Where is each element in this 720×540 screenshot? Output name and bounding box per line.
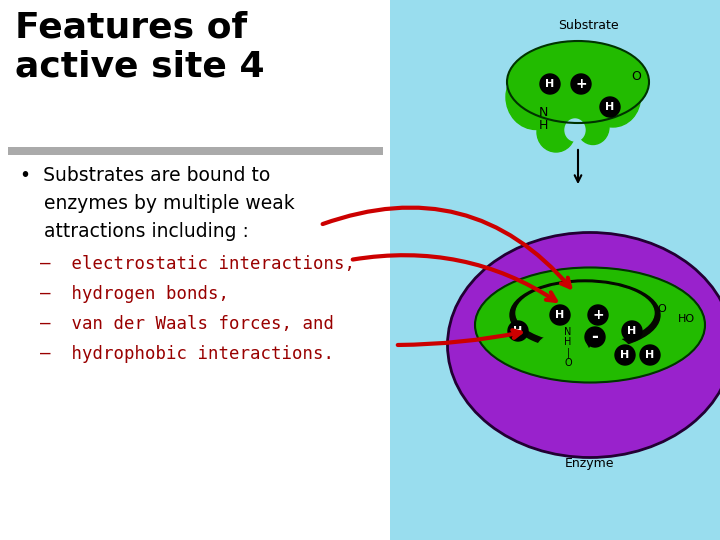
Text: –  hydrogen bonds,: – hydrogen bonds, [40, 285, 229, 303]
Text: -: - [592, 328, 598, 346]
Circle shape [540, 74, 560, 94]
Text: –  electrostatic interactions,: – electrostatic interactions, [40, 255, 355, 273]
Text: H: H [627, 326, 636, 336]
Text: H: H [645, 350, 654, 360]
Text: O: O [657, 304, 667, 314]
Text: H: H [513, 326, 523, 336]
Ellipse shape [565, 119, 585, 141]
Text: H: H [555, 310, 564, 320]
Ellipse shape [534, 333, 590, 377]
Text: –  hydrophobic interactions.: – hydrophobic interactions. [40, 345, 334, 363]
Text: H: H [545, 79, 554, 89]
Text: •  Substrates are bound to
    enzymes by multiple weak
    attractions includin: • Substrates are bound to enzymes by mul… [20, 166, 294, 241]
Ellipse shape [588, 337, 632, 377]
Circle shape [600, 97, 620, 117]
Ellipse shape [475, 267, 705, 382]
Ellipse shape [537, 112, 575, 152]
Text: H: H [606, 102, 615, 112]
Circle shape [615, 345, 635, 365]
Circle shape [585, 327, 605, 347]
Text: N
H: N H [539, 106, 548, 132]
Circle shape [550, 305, 570, 325]
Ellipse shape [506, 64, 566, 130]
Ellipse shape [585, 67, 641, 127]
Text: HO: HO [678, 314, 695, 324]
Text: Features of
active site 4: Features of active site 4 [15, 10, 265, 83]
Circle shape [622, 321, 642, 341]
Circle shape [508, 321, 528, 341]
Circle shape [640, 345, 660, 365]
Ellipse shape [577, 110, 609, 145]
Ellipse shape [448, 233, 720, 457]
Text: Enzyme: Enzyme [565, 457, 615, 470]
Text: +: + [592, 308, 604, 322]
Ellipse shape [510, 280, 660, 350]
Text: O: O [631, 71, 641, 84]
Ellipse shape [508, 42, 648, 122]
Ellipse shape [516, 283, 654, 343]
Text: H: H [621, 350, 629, 360]
Circle shape [588, 305, 608, 325]
Text: N
H
|
O: N H | O [564, 327, 572, 368]
Circle shape [571, 74, 591, 94]
Text: –  van der Waals forces, and: – van der Waals forces, and [40, 315, 334, 333]
Bar [8, 147, 383, 155]
Bar [0, 0, 390, 540]
Bar [390, 0, 720, 540]
Text: +: + [575, 77, 587, 91]
Text: Substrate: Substrate [558, 19, 618, 32]
